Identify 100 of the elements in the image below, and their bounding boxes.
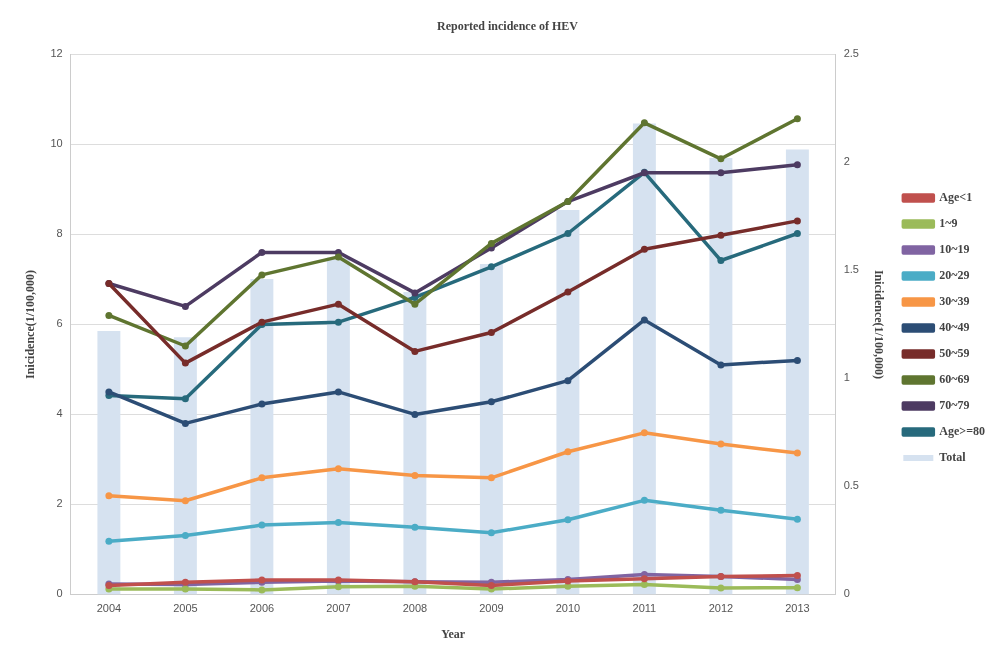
point	[640, 496, 648, 504]
legend-label: 30~39	[939, 294, 970, 309]
y-tick-label: 6	[56, 317, 63, 330]
point	[564, 377, 572, 385]
x-tick-label: 2009	[479, 602, 504, 615]
point	[334, 300, 342, 308]
bar	[632, 123, 656, 595]
point	[640, 316, 648, 324]
y2-tick-label: 2	[843, 155, 850, 168]
y2-tick-label: 2.5	[843, 47, 859, 60]
point	[411, 347, 419, 355]
x-tick-label: 2005	[173, 602, 198, 615]
legend-label: 50~59	[939, 346, 970, 361]
point	[105, 537, 113, 545]
legend-label: 1~9	[939, 216, 958, 231]
point	[717, 155, 725, 163]
y-tick-label: 0	[56, 587, 63, 600]
point	[717, 257, 725, 264]
point	[564, 230, 572, 237]
point	[487, 529, 495, 537]
point	[411, 300, 419, 308]
point	[793, 449, 801, 457]
bar	[403, 292, 427, 595]
x-tick-label: 2008	[402, 602, 428, 615]
point	[564, 288, 572, 296]
point	[334, 318, 342, 326]
y-axis-title: Inicidence(1/100,000)	[23, 269, 38, 379]
point	[793, 217, 801, 225]
point	[564, 582, 572, 590]
y2-tick-label: 1	[843, 371, 850, 384]
legend-label: 20~29	[939, 268, 970, 283]
point	[258, 586, 266, 594]
point	[334, 388, 342, 396]
point	[487, 239, 495, 247]
point	[793, 230, 801, 237]
point	[181, 395, 189, 403]
point	[793, 115, 801, 123]
point	[105, 311, 113, 319]
point	[793, 161, 801, 169]
point	[411, 410, 419, 418]
y-tick-label: 12	[50, 47, 63, 60]
bar	[556, 209, 580, 595]
y-tick-label: 8	[56, 227, 63, 240]
point	[640, 429, 648, 437]
bar	[785, 149, 809, 595]
y-tick-label: 4	[56, 407, 63, 420]
point	[640, 581, 648, 588]
point	[564, 448, 572, 456]
x-tick-label: 2013	[785, 602, 810, 615]
bar	[709, 158, 733, 595]
point	[181, 342, 189, 350]
y2-axis-title: Inicidence(1/100,000)	[872, 269, 887, 379]
y-tick-label: 10	[50, 137, 63, 150]
legend-label: 40~49	[939, 320, 970, 335]
point	[717, 584, 725, 592]
point	[793, 356, 801, 364]
point	[334, 253, 342, 261]
point	[793, 584, 801, 592]
point	[717, 361, 725, 369]
point	[181, 359, 189, 367]
x-tick-label: 2004	[96, 602, 122, 615]
point	[487, 398, 495, 406]
bar	[97, 330, 121, 595]
point	[334, 518, 342, 526]
y2-tick-label: 0.5	[843, 479, 859, 492]
x-tick-label: 2007	[326, 602, 351, 615]
point	[717, 506, 725, 514]
chart-title: Reported incidence of HEV	[437, 19, 579, 34]
legend-label: 70~79	[939, 398, 970, 413]
point	[640, 245, 648, 253]
point	[793, 515, 801, 523]
legend-label: 60~69	[939, 372, 970, 387]
point	[181, 531, 189, 539]
point	[258, 271, 266, 279]
point	[717, 231, 725, 239]
point	[717, 169, 725, 177]
point	[181, 585, 189, 593]
y2-tick-label: 0	[843, 587, 850, 600]
point	[258, 400, 266, 408]
point	[564, 516, 572, 524]
point	[258, 521, 266, 529]
point	[258, 248, 266, 256]
point	[334, 583, 342, 591]
point	[793, 572, 801, 579]
point	[105, 388, 113, 396]
point	[258, 474, 266, 482]
point	[181, 497, 189, 505]
x-tick-label: 2011	[632, 602, 657, 615]
legend-label: Age>=80	[939, 424, 985, 439]
point	[181, 419, 189, 427]
point	[334, 465, 342, 473]
point	[487, 263, 495, 271]
point	[411, 523, 419, 531]
point	[411, 289, 419, 297]
legend-label: Total	[939, 450, 967, 465]
point	[640, 119, 648, 127]
point	[411, 472, 419, 480]
x-tick-label: 2010	[555, 602, 581, 615]
legend-label: Age<1	[939, 190, 973, 205]
point	[487, 474, 495, 482]
